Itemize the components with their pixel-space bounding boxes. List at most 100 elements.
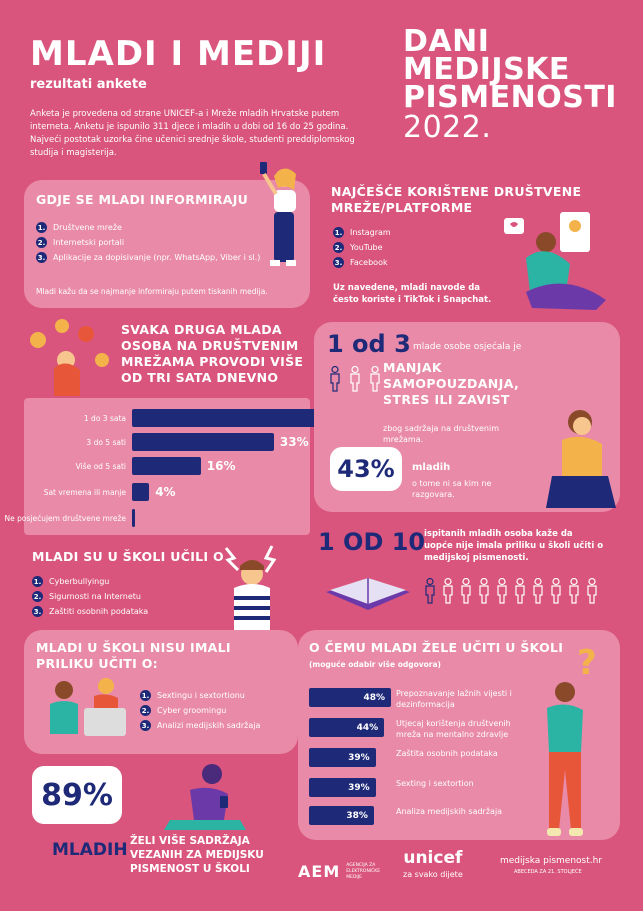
page-title: MLADI I MEDIJI <box>30 34 327 74</box>
aem-logo-mark: AEM <box>298 862 341 881</box>
bar-label: 3 do 5 sati <box>86 437 126 447</box>
bar-label: Sat vremena ili manje <box>43 487 126 497</box>
list-item: 2. Cyber groomingu <box>140 705 227 716</box>
list-item: 2. Sigurnosti na Internetu <box>32 591 141 602</box>
bar <box>132 457 201 475</box>
platforms-note: Uz navedene, mladi navode da često koris… <box>333 283 492 305</box>
info-sources-list: 1. Društvene mreže 2. Internetski portali … <box>36 222 276 267</box>
info-sources-title: GDJE SE MLADI INFORMIRAJU <box>36 192 249 207</box>
feelings-highlight: MANJAK SAMOPOUZDANJA, STRES ILI ZAVIST <box>383 360 520 407</box>
bar-label: Ne posjećujem društvene mreže <box>4 513 126 523</box>
list-item: 1. Sextingu i sextortionu <box>140 690 245 701</box>
learned-list: 1. Cyberbullyingu 2. Sigurnosti na Interne… <box>32 576 202 621</box>
bar <box>132 483 150 501</box>
bar-label: 1 do 3 sata <box>83 413 126 423</box>
unicef-logo-sub: za svako dijete <box>403 870 463 879</box>
emoji-girl-illustration <box>30 319 109 396</box>
literacy-stat: 1 OD 10 <box>318 528 426 556</box>
people-icons-row <box>330 366 390 396</box>
bar <box>132 433 274 451</box>
event-title: DANI MEDIJSKE PISMENOSTI 2022. <box>403 24 617 145</box>
unicef-logo-text: unicef <box>403 848 463 868</box>
feelings-pct-text: o tome ni sa kim ne razgovara. <box>412 479 492 499</box>
person-icon <box>479 578 489 604</box>
feelings-pct-label: mladih <box>412 462 451 473</box>
bar-value-label: 4% <box>155 485 176 499</box>
more-content-pct-box: 89% <box>32 766 122 824</box>
person-icon <box>461 578 471 604</box>
person-icon <box>515 578 525 604</box>
intro-text: Anketa je provedena od strane UNICEF-a i… <box>30 109 355 158</box>
feelings-pct: 43% <box>337 455 395 483</box>
list-item: 1. Cyberbullyingu <box>32 576 110 587</box>
not-learned-list: 1. Sextingu i sextortionu 2. Cyber groomin… <box>140 690 295 735</box>
want-learn-subtitle: (moguće odabir više odgovora) <box>309 660 441 669</box>
event-title-line3: PISMENOSTI <box>403 80 617 115</box>
platforms-title: NAJČEŠĆE KORIŠTENE DRUŠTVENE MREŽE/PLATF… <box>331 184 582 215</box>
want-learn-title: O ČEMU MLADI ŽELE UČITI U ŠKOLI <box>309 640 564 655</box>
person-icon <box>370 366 380 392</box>
more-content-pct: 89% <box>41 777 113 813</box>
person-icon <box>587 578 597 604</box>
event-year: 2022. <box>403 110 492 145</box>
bar-value-label: 33% <box>279 435 309 449</box>
person-icon <box>350 366 360 392</box>
mp-logo-sub: ABECEDA ZA 21. STOLJEĆE <box>514 869 582 875</box>
not-learned-title: MLADI U ŠKOLI NISU IMALI PRILIKU UČITI O… <box>36 640 231 671</box>
stressed-boy-illustration <box>224 545 277 632</box>
event-title-line2: MEDIJSKE <box>403 52 570 87</box>
mp-logo-text: medijska pismenost.hr <box>500 856 603 866</box>
bar <box>132 409 335 427</box>
person-icon <box>569 578 579 604</box>
unicef-logo: unicef za svako dijete <box>403 848 463 879</box>
aem-logo: AEM AGENCIJA ZA ELEKTRONIČKE MEDIJE <box>298 862 396 881</box>
list-item: 3. Facebook <box>333 257 388 268</box>
list-item: 3. Zaštiti osobnih podataka <box>32 606 149 617</box>
person-icon <box>533 578 543 604</box>
screen-time-title: SVAKA DRUGA MLADA OSOBA NA DRUŠTVENIM MR… <box>121 322 304 385</box>
feelings-text1: mlade osobe osjećala je <box>413 342 522 352</box>
aem-logo-sub: AGENCIJA ZA ELEKTRONIČKE MEDIJE <box>346 862 381 880</box>
list-item: 2. Internetski portali <box>36 237 125 248</box>
person-icon <box>443 578 453 604</box>
bar-row: Više od 5 sati 16% <box>4 457 236 475</box>
platforms-list: 1. Instagram 2. YouTube 3. Facebook <box>333 227 483 272</box>
list-item: 2. YouTube <box>333 242 383 253</box>
question-girl-illustration: ? <box>547 643 597 836</box>
book-illustration <box>326 578 410 610</box>
phone-girl-illustration <box>164 764 246 830</box>
list-item: 1. Društvene mreže <box>36 222 122 233</box>
page-subtitle: rezultati ankete <box>30 77 147 92</box>
mp-logo: medijska pismenost.hr ABECEDA ZA 21. STO… <box>500 856 602 875</box>
event-title-line1: DANI <box>403 24 490 59</box>
svg-text:?: ? <box>577 643 597 683</box>
list-item: 3. Aplikacije za dopisivanje (npr. WhatsA… <box>36 252 261 263</box>
bar <box>132 509 135 527</box>
bar-row: Sat vremena ili manje 4% <box>4 483 176 501</box>
feelings-text2: zbog sadržaja na društvenim mrežama. <box>383 424 499 444</box>
girl-sitting-illustration <box>504 212 606 310</box>
info-sources-panel <box>24 180 310 308</box>
more-content-label: MLADIH <box>52 840 128 860</box>
info-sources-note: Mladi kažu da se najmanje informiraju pu… <box>36 287 268 296</box>
feelings-stat: 1 od 3 <box>327 330 411 358</box>
more-content-text: ŽELI VIŠE SADRŽAJA VEZANIH ZA MEDIJSKU P… <box>130 835 264 875</box>
literacy-text: ispitanih mladih osoba kaže da uopće nij… <box>424 529 604 563</box>
person-icon <box>497 578 507 604</box>
bar-label: Više od 5 sati <box>75 461 126 471</box>
bar-value-label: 16% <box>206 459 236 473</box>
sad-girl-illustration <box>546 410 616 508</box>
list-item: 3. Analizi medijskih sadržaja <box>140 720 261 731</box>
learned-title: MLADI SU U ŠKOLI UČILI O <box>32 549 224 564</box>
list-item: 1. Instagram <box>333 227 391 238</box>
people-icons-row <box>425 578 625 608</box>
feelings-pct-box: 43% <box>330 447 402 491</box>
girl-phone-illustration <box>260 162 296 266</box>
person-icon <box>551 578 561 604</box>
cyber-illustration <box>50 678 126 736</box>
bar-row: 3 do 5 sati 33% <box>4 433 309 451</box>
person-icon <box>330 366 340 392</box>
bar-row: Ne posjećujem društvene mreže <box>4 509 141 527</box>
person-icon <box>425 578 435 604</box>
